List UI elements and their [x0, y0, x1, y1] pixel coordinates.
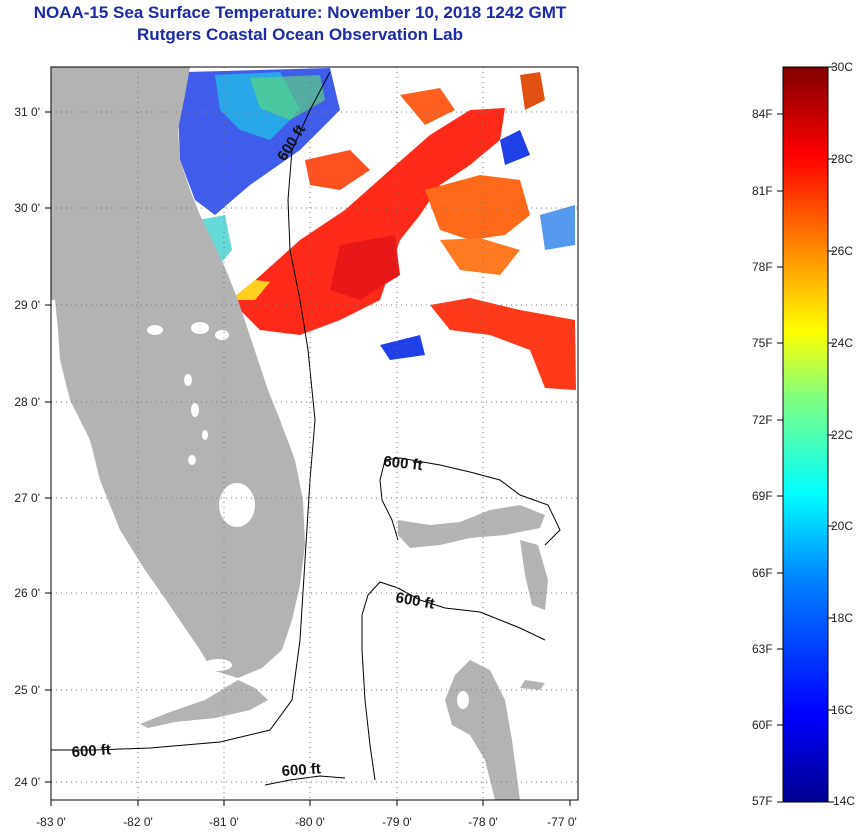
colorbar-label-f: 75F — [752, 336, 773, 350]
lat-tick-label: 24 0' — [14, 775, 40, 789]
lat-tick-label: 27 0' — [14, 491, 40, 505]
lat-tick-label: 31 0' — [14, 105, 40, 119]
colorbar-label-f: 84F — [752, 107, 773, 121]
colorbar-label-c: 20C — [831, 519, 854, 533]
lat-tick-label: 26 0' — [14, 586, 40, 600]
colorbar-label-f: 81F — [752, 184, 773, 198]
lon-tick-label: -79 0' — [382, 815, 412, 829]
lon-tick-label: -77 0' — [547, 815, 577, 829]
colorbar-label-f: 78F — [752, 260, 773, 274]
colorbar-label-c: 14C — [833, 794, 856, 808]
contour-label-grand-bahama: 600 ft — [383, 453, 424, 474]
lon-tick-label: -81 0' — [209, 815, 239, 829]
colorbar-label-c: 18C — [831, 611, 854, 625]
colorbar-label-c: 24C — [831, 336, 854, 350]
colorbar-label-c: 16C — [831, 703, 854, 717]
colorbar-label-f: 60F — [752, 718, 773, 732]
colorbar-label-f: 63F — [752, 642, 773, 656]
colorbar-ticks — [777, 66, 834, 803]
lon-tick-label: -82 0' — [123, 815, 153, 829]
chart-subtitle: Rutgers Coastal Ocean Observation Lab — [137, 25, 463, 44]
inland-lakes — [147, 322, 232, 671]
colorbar-label-c: 26C — [831, 244, 854, 258]
lon-tick-label: -78 0' — [468, 815, 498, 829]
colorbar-label-c: 30C — [831, 60, 854, 74]
chart-title: NOAA-15 Sea Surface Temperature: Novembe… — [33, 3, 567, 22]
lon-axis: -83 0' -82 0' -81 0' -80 0' -79 0' -78 0… — [36, 800, 577, 829]
colorbar-label-f: 72F — [752, 413, 773, 427]
florida-keys — [140, 680, 268, 728]
lat-tick-label: 28 0' — [14, 395, 40, 409]
lat-tick-label: 30 0' — [14, 201, 40, 215]
lat-axis: 31 0' 30 0' 29 0' 28 0' 27 0' 26 0' 25 0… — [14, 105, 51, 789]
contour-label-bank: 600 ft — [394, 589, 436, 613]
lon-tick-label: -83 0' — [36, 815, 66, 829]
colorbar-label-c: 22C — [831, 428, 854, 442]
lat-tick-label: 29 0' — [14, 298, 40, 312]
colorbar — [782, 66, 829, 803]
lake-okeechobee — [219, 483, 255, 527]
colorbar-label-f: 66F — [752, 566, 773, 580]
map-frame — [50, 66, 579, 801]
colorbar-label-f: 69F — [752, 489, 773, 503]
colorbar-label-c: 28C — [831, 152, 854, 166]
depth-contours — [51, 71, 561, 786]
lat-lon-grid — [51, 67, 578, 800]
colorbar-label-f: 57F — [752, 794, 773, 808]
bahamas-grand-bahama — [398, 505, 545, 548]
lat-tick-label: 25 0' — [14, 683, 40, 697]
lon-tick-label: -80 0' — [295, 815, 325, 829]
sst-warm-patches — [230, 88, 576, 390]
contour-label-south: 600 ft — [281, 760, 321, 780]
contour-label-straits: 600 ft — [71, 741, 111, 761]
